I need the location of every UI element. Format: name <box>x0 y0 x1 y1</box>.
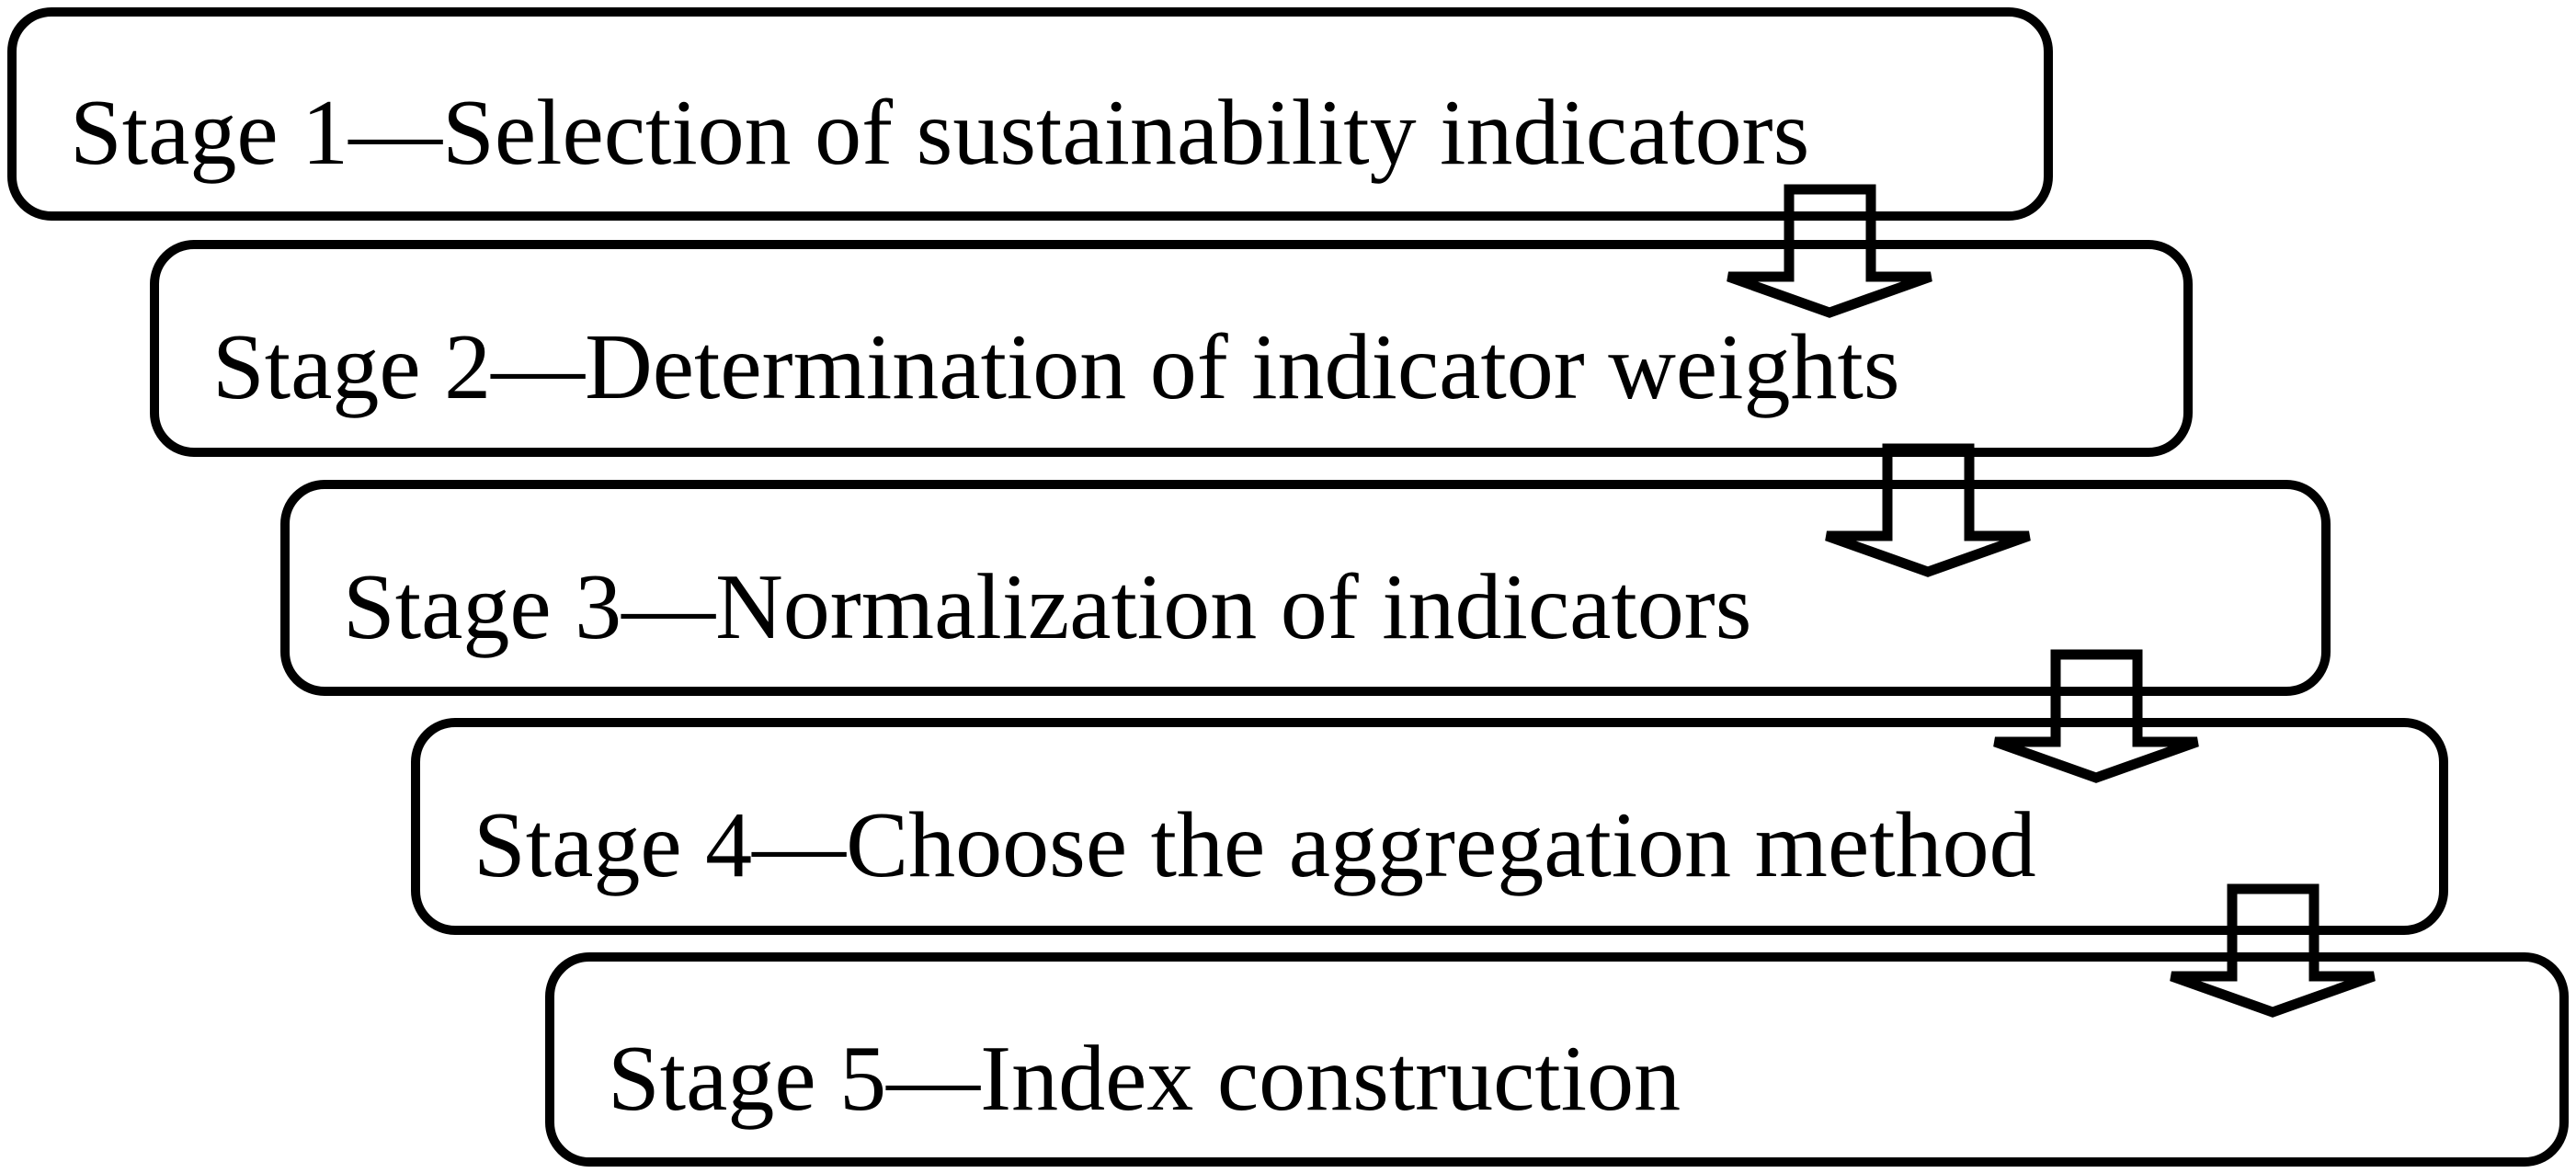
stage-5-label: Stage 5—Index construction <box>608 1026 1681 1131</box>
down-arrow-icon-2 <box>1818 443 2038 599</box>
stage-4-box: Stage 4—Choose the aggregation method <box>411 718 2448 935</box>
stage-5-box: Stage 5—Index construction <box>545 952 2569 1167</box>
stage-3-label: Stage 3—Normalization of indicators <box>343 554 1752 659</box>
stage-1-box: Stage 1—Selection of sustainability indi… <box>7 7 2053 221</box>
stage-4-label: Stage 4—Choose the aggregation method <box>473 793 2036 897</box>
down-arrow-icon-1 <box>1719 184 1940 340</box>
down-arrow-icon-3 <box>1986 649 2206 805</box>
stage-2-label: Stage 2—Determination of indicator weigh… <box>212 315 1900 419</box>
stage-1-label: Stage 1—Selection of sustainability indi… <box>70 81 1810 185</box>
stage-3-box: Stage 3—Normalization of indicators <box>280 480 2331 696</box>
stage-2-box: Stage 2—Determination of indicator weigh… <box>150 240 2193 457</box>
down-arrow-icon-4 <box>2162 883 2383 1040</box>
